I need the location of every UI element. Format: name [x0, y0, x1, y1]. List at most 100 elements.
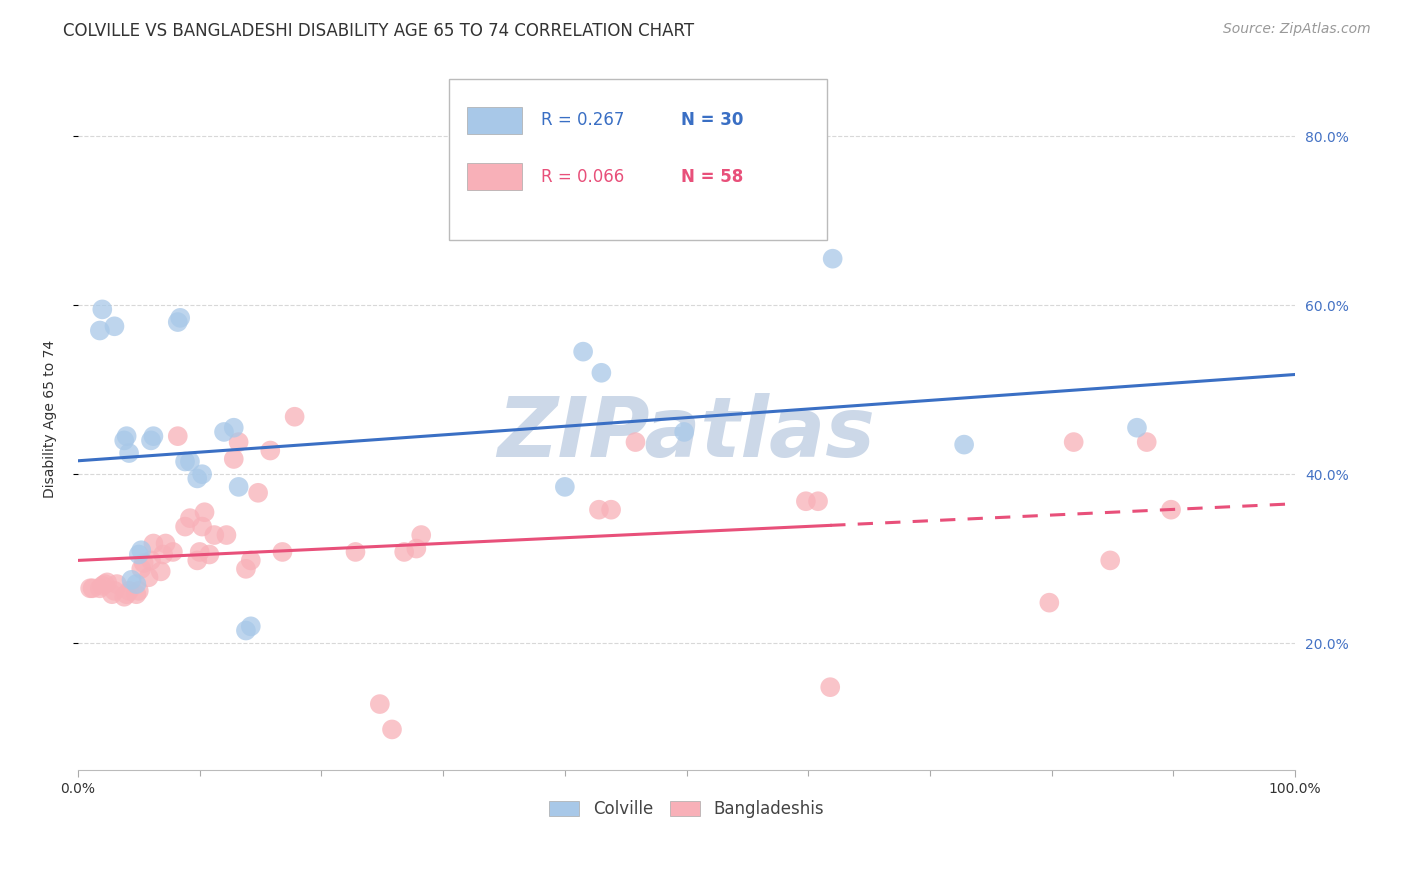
Point [554, 480, 576, 494]
Point [166, 315, 188, 329]
Point [239, 619, 262, 633]
Point [222, 420, 245, 434]
Point [591, 366, 613, 380]
Point [166, 429, 188, 443]
Point [105, 577, 128, 591]
Point [186, 471, 208, 485]
Point [1063, 435, 1085, 450]
Point [91, 579, 114, 593]
Point [235, 624, 257, 638]
Point [818, 680, 841, 694]
Point [118, 583, 141, 598]
Point [588, 502, 610, 516]
Point [128, 583, 150, 598]
Point [259, 443, 281, 458]
Point [139, 553, 162, 567]
Point [186, 553, 208, 567]
Point [129, 562, 152, 576]
Point [191, 467, 214, 482]
Text: N = 58: N = 58 [681, 168, 742, 186]
Point [222, 452, 245, 467]
Point [162, 545, 184, 559]
Point [411, 528, 433, 542]
Point [89, 582, 111, 596]
Point [128, 548, 150, 562]
Point [212, 425, 235, 439]
Text: COLVILLE VS BANGLADESHI DISABILITY AGE 65 TO 74 CORRELATION CHART: COLVILLE VS BANGLADESHI DISABILITY AGE 6… [63, 22, 695, 40]
Point [1126, 420, 1149, 434]
Point [103, 583, 125, 598]
Text: N = 30: N = 30 [681, 112, 742, 129]
Point [125, 577, 148, 591]
Point [794, 494, 817, 508]
Point [112, 590, 135, 604]
Point [142, 429, 165, 443]
Point [96, 575, 118, 590]
Point [202, 528, 225, 542]
Point [179, 511, 201, 525]
Bar [467, 163, 522, 190]
Bar [467, 107, 522, 134]
Point [368, 697, 391, 711]
Point [115, 587, 138, 601]
Point [572, 344, 595, 359]
Point [392, 545, 415, 559]
Point [405, 541, 427, 556]
Point [188, 545, 211, 559]
Point [138, 570, 160, 584]
Point [155, 536, 177, 550]
Point [821, 252, 844, 266]
Point [215, 528, 238, 542]
Point [228, 480, 250, 494]
Point [600, 502, 623, 516]
Point [193, 505, 215, 519]
Point [271, 545, 294, 559]
Point [101, 587, 124, 601]
Point [239, 553, 262, 567]
Point [673, 425, 696, 439]
Point [103, 319, 125, 334]
Point [1136, 435, 1159, 450]
Point [139, 434, 162, 448]
Legend: Colville, Bangladeshis: Colville, Bangladeshis [543, 794, 831, 825]
Text: R = 0.066: R = 0.066 [540, 168, 624, 186]
Point [152, 548, 174, 562]
Point [89, 324, 111, 338]
Point [91, 302, 114, 317]
Point [1160, 502, 1182, 516]
Text: R = 0.267: R = 0.267 [540, 112, 624, 129]
Point [79, 582, 101, 596]
Point [191, 519, 214, 533]
Point [169, 310, 191, 325]
Y-axis label: Disability Age 65 to 74: Disability Age 65 to 74 [44, 340, 58, 499]
Point [344, 545, 367, 559]
FancyBboxPatch shape [450, 79, 827, 240]
Point [125, 587, 148, 601]
Point [953, 437, 976, 451]
Point [121, 573, 143, 587]
Text: Source: ZipAtlas.com: Source: ZipAtlas.com [1223, 22, 1371, 37]
Point [381, 723, 404, 737]
Point [174, 454, 197, 468]
Point [115, 429, 138, 443]
Point [247, 485, 270, 500]
Point [807, 494, 830, 508]
Text: ZIPatlas: ZIPatlas [498, 392, 876, 474]
Point [129, 543, 152, 558]
Point [118, 446, 141, 460]
Point [112, 434, 135, 448]
Point [142, 536, 165, 550]
Point [93, 577, 115, 591]
Point [132, 556, 155, 570]
Point [198, 548, 221, 562]
Point [624, 435, 647, 450]
Point [1038, 596, 1060, 610]
Point [82, 582, 104, 596]
Point [1099, 553, 1122, 567]
Point [284, 409, 307, 424]
Point [149, 565, 172, 579]
Point [179, 454, 201, 468]
Point [174, 519, 197, 533]
Point [228, 435, 250, 450]
Point [235, 562, 257, 576]
